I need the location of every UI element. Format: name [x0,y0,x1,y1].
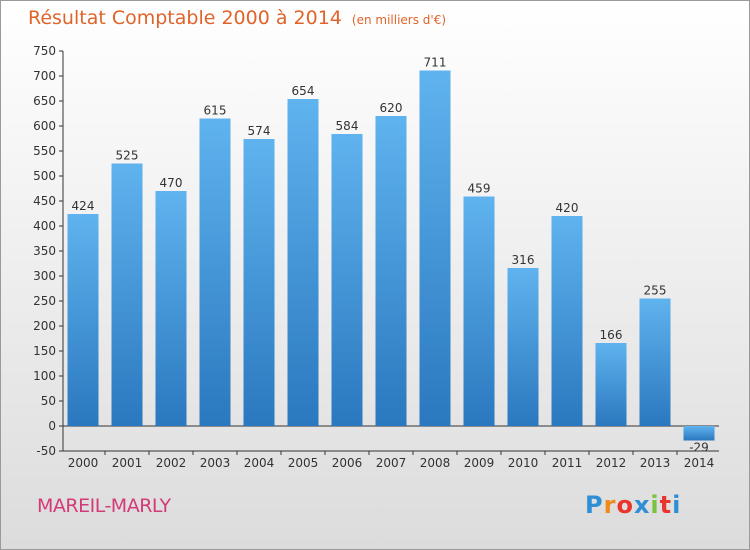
y-tick-label: 500 [33,169,56,183]
bar-value-label: 255 [644,284,667,298]
logo-letter: t [659,491,673,519]
y-tick-label: 350 [33,244,56,258]
bar-value-label: 459 [468,182,491,196]
y-tick-label: 600 [33,119,56,133]
logo-letter: i [650,491,660,519]
bar [67,214,99,426]
bar-value-label: 166 [600,328,623,342]
chart-title: Résultat Comptable 2000 à 2014 (en millie… [28,7,446,29]
logo-letter: P [585,491,604,519]
y-tick-label: 550 [33,144,56,158]
bar-value-label: -29 [689,441,709,455]
x-tick-label: 2006 [332,456,363,470]
bar [331,134,363,426]
bar [551,216,583,426]
x-tick-label: 2014 [684,456,715,470]
bar-value-label: 574 [248,124,271,138]
bar [463,196,495,426]
bar [595,343,627,426]
bar-value-label: 584 [336,119,359,133]
y-tick-label: 0 [48,419,56,433]
x-tick-label: 2011 [552,456,583,470]
x-tick-label: 2010 [508,456,539,470]
x-tick-label: 2013 [640,456,671,470]
bar [155,191,187,426]
x-tick-label: 2000 [68,456,99,470]
x-tick-label: 2004 [244,456,275,470]
x-tick-label: 2002 [156,456,187,470]
x-tick-label: 2008 [420,456,451,470]
logo-letter: x [633,491,651,519]
bar-value-label: 620 [380,101,403,115]
y-tick-label: 100 [33,369,56,383]
x-tick-label: 2003 [200,456,231,470]
chart-subtitle: (en milliers d'€) [351,13,447,27]
bar [375,116,407,426]
y-tick-label: 400 [33,219,56,233]
bar-value-label: 470 [160,176,183,190]
bar-value-label: 615 [204,104,227,118]
bar [199,118,231,426]
y-tick-label: 700 [33,69,56,83]
logo-letter: o [616,491,634,519]
bar-value-label: 316 [512,253,535,267]
bar [287,99,319,426]
x-tick-label: 2012 [596,456,627,470]
logo-letter: i [672,491,682,519]
bar-value-label: 525 [116,149,139,163]
x-tick-label: 2009 [464,456,495,470]
y-tick-label: -50 [36,444,56,458]
y-tick-label: 450 [33,194,56,208]
y-tick-label: 150 [33,344,56,358]
bar [683,426,715,441]
x-tick-label: 2005 [288,456,319,470]
y-tick-label: 650 [33,94,56,108]
y-tick-label: 200 [33,319,56,333]
bar [507,268,539,426]
chart-title-text: Résultat Comptable 2000 à 2014 [28,7,342,29]
y-tick-label: 50 [41,394,56,408]
bar-value-label: 711 [424,56,447,70]
bar [639,298,671,426]
x-tick-label: 2007 [376,456,407,470]
y-tick-label: 750 [33,44,56,58]
proxiti-logo: Proxiti [585,491,681,519]
logo-letter: r [603,491,617,519]
bar [243,139,275,426]
x-tick-label: 2001 [112,456,143,470]
town-name: MAREIL-MARLY [37,495,171,517]
bar [419,70,451,426]
bar-value-label: 420 [556,201,579,215]
bar [111,163,143,426]
y-tick-label: 300 [33,269,56,283]
y-tick-label: 250 [33,294,56,308]
bar-value-label: 654 [292,84,315,98]
bar-value-label: 424 [72,199,95,213]
